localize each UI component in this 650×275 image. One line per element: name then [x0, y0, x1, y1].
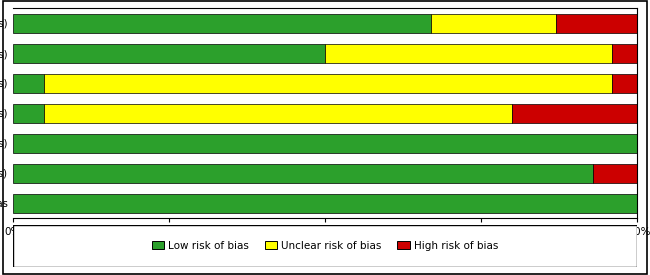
Bar: [556, 13, 637, 33]
Bar: [325, 43, 612, 63]
Bar: [612, 43, 637, 63]
Bar: [13, 164, 593, 183]
Bar: [512, 104, 637, 123]
Bar: [13, 43, 325, 63]
Bar: [13, 104, 44, 123]
Legend: Low risk of bias, Unclear risk of bias, High risk of bias: Low risk of bias, Unclear risk of bias, …: [148, 236, 502, 255]
Bar: [431, 13, 556, 33]
Bar: [44, 73, 612, 93]
Bar: [13, 73, 44, 93]
Bar: [13, 194, 637, 213]
Bar: [13, 13, 431, 33]
FancyBboxPatch shape: [13, 225, 637, 267]
Bar: [612, 73, 637, 93]
Bar: [44, 104, 512, 123]
Bar: [13, 134, 637, 153]
Bar: [593, 164, 637, 183]
